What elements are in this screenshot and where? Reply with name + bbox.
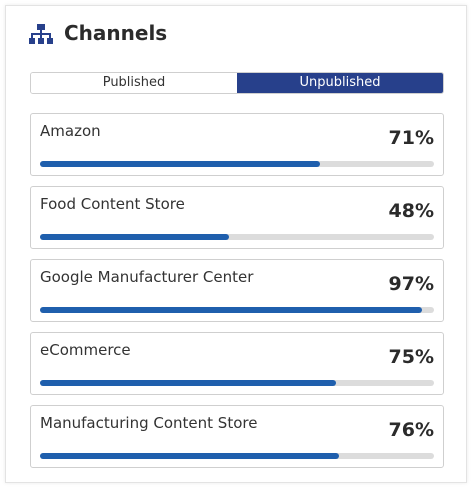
progress-track [40, 453, 434, 459]
channel-name: Manufacturing Content Store [40, 414, 258, 432]
channel-name: Google Manufacturer Center [40, 268, 254, 286]
channel-percent: 48% [388, 200, 434, 222]
progress-track [40, 161, 434, 167]
tab[interactable]: Unpublished [237, 73, 443, 93]
channel-item: Food Content Store 48% [30, 186, 444, 249]
tab[interactable]: Published [31, 73, 237, 93]
tab-bar: Published Unpublished [30, 72, 444, 94]
channel-percent: 76% [388, 419, 434, 441]
progress-track [40, 307, 434, 313]
channel-name: eCommerce [40, 341, 131, 359]
progress-bar [40, 380, 336, 386]
channel-item: Amazon 71% [30, 113, 444, 176]
channel-percent: 75% [388, 346, 434, 368]
channel-item: Manufacturing Content Store 76% [30, 405, 444, 468]
progress-bar [40, 234, 230, 240]
channel-name: Food Content Store [40, 195, 185, 213]
progress-bar [40, 161, 320, 167]
card-title: Channels [64, 21, 168, 45]
progress-track [40, 380, 434, 386]
sitemap-icon [29, 24, 53, 44]
channel-percent: 97% [388, 273, 434, 295]
channel-item: eCommerce 75% [30, 332, 444, 395]
channel-percent: 71% [388, 127, 434, 149]
channel-item: Google Manufacturer Center 97% [30, 259, 444, 322]
channel-name: Amazon [40, 122, 101, 140]
progress-bar [40, 453, 340, 459]
progress-track [40, 234, 434, 240]
progress-bar [40, 307, 423, 313]
